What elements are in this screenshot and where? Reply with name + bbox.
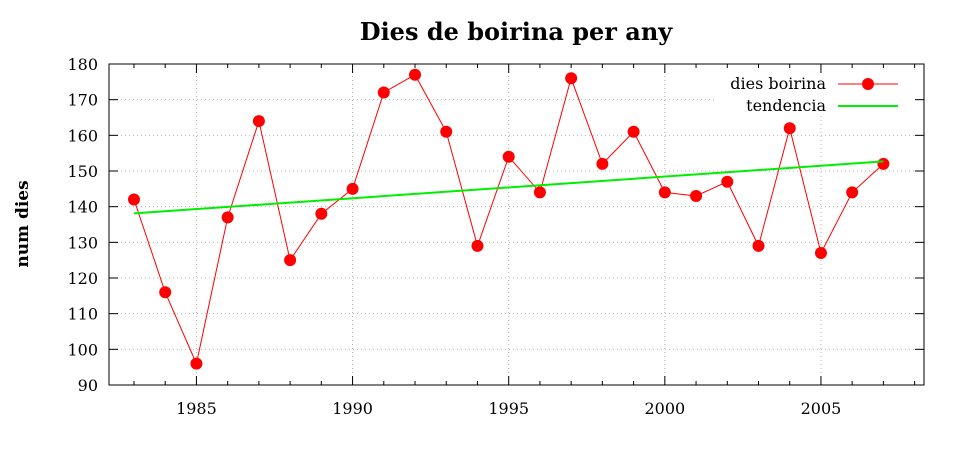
- data-point: [596, 157, 609, 170]
- data-point: [221, 211, 234, 224]
- y-tick-label: 130: [67, 233, 98, 252]
- data-point: [752, 239, 765, 252]
- data-point: [565, 72, 578, 85]
- data-point: [627, 125, 640, 138]
- legend: dies boirina tendencia: [730, 74, 898, 115]
- data-point: [471, 239, 484, 252]
- plot-frame: [108, 63, 925, 386]
- x-tick-label: 1995: [488, 399, 529, 418]
- y-axis-label: num dies: [13, 180, 33, 267]
- data-point: [346, 182, 359, 195]
- x-tick-label: 1990: [332, 399, 373, 418]
- y-tick-label: 140: [67, 198, 98, 217]
- plot-area: [127, 68, 890, 370]
- data-point: [877, 157, 890, 170]
- y-tick-label: 180: [67, 55, 98, 74]
- y-tick-label: 150: [67, 162, 98, 181]
- data-point: [533, 186, 546, 199]
- chart-title: Dies de boirina per any: [360, 17, 674, 46]
- data-point: [721, 175, 734, 188]
- data-point: [377, 86, 390, 99]
- data-point: [502, 150, 515, 163]
- data-point: [440, 125, 453, 138]
- axes: 90 100 110 120 130 140 150 160 170 180 1985 1990 199…: [67, 55, 925, 418]
- x-tick-label: 1985: [176, 399, 217, 418]
- data-point: [409, 68, 422, 81]
- y-tick-label: 100: [67, 340, 98, 359]
- data-point: [252, 115, 265, 128]
- data-point: [284, 254, 297, 267]
- data-point: [127, 193, 140, 206]
- y-tick-label: 160: [67, 126, 98, 145]
- data-point: [814, 247, 827, 260]
- data-point: [846, 186, 859, 199]
- data-point: [159, 286, 172, 299]
- data-point: [783, 122, 796, 135]
- data-point: [190, 357, 203, 370]
- y-tick-label: 90: [78, 376, 98, 395]
- x-tick-label: 2005: [801, 399, 842, 418]
- y-tick-label: 170: [67, 91, 98, 110]
- y-tick-label: 110: [67, 305, 98, 324]
- legend-label: dies boirina: [730, 74, 826, 93]
- trend-line: [133, 160, 884, 215]
- legend-swatch-marker: [862, 78, 874, 90]
- data-point: [658, 186, 671, 199]
- grid: [109, 64, 924, 385]
- y-tick-label: 120: [67, 269, 98, 288]
- x-tick-label: 2000: [644, 399, 685, 418]
- legend-label: tendencia: [746, 96, 826, 115]
- data-point: [690, 189, 703, 202]
- data-point: [315, 207, 328, 220]
